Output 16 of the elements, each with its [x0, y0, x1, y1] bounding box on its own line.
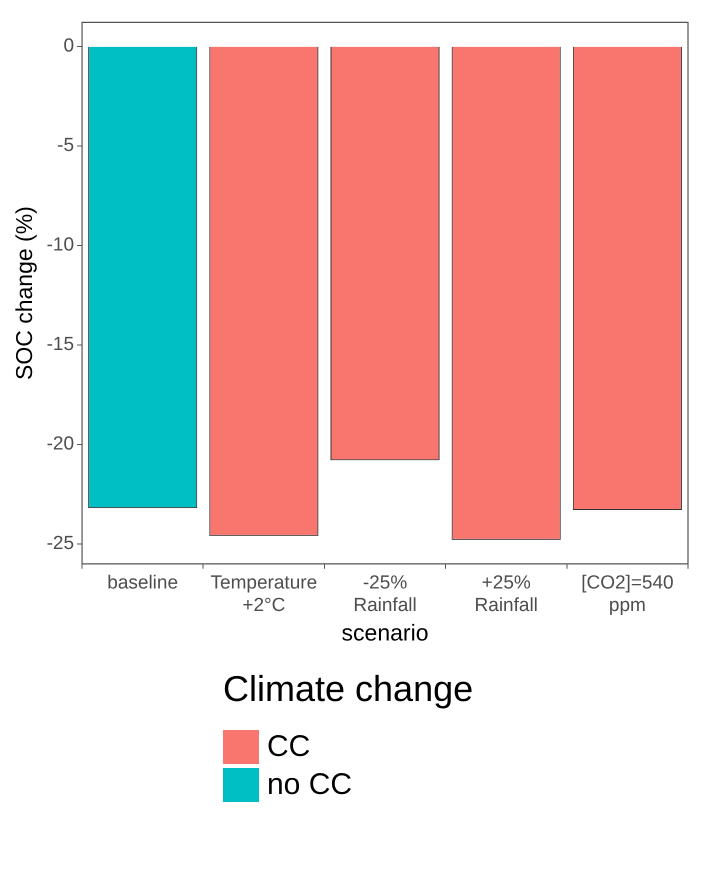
x-tick-label: -25% Rainfall: [353, 572, 417, 616]
y-tick-label: 0: [63, 36, 74, 57]
x-tick-label: [CO2]=540 ppm: [581, 572, 674, 616]
legend-title: Climate change: [223, 668, 474, 710]
x-tick-label: +25% Rainfall: [474, 572, 538, 616]
y-axis-title: SOC change (%): [11, 206, 38, 380]
y-tick-label: -20: [46, 434, 74, 455]
x-axis-title: scenario: [342, 620, 428, 646]
y-tick-label: -5: [57, 135, 74, 156]
x-tick-label: baseline: [107, 572, 178, 594]
y-tick-label: -25: [46, 533, 74, 554]
x-tick-label: Temperature +2°C: [210, 572, 318, 616]
legend-label: no CC: [267, 768, 352, 802]
y-tick-label: -10: [46, 234, 74, 256]
y-tick-label: -15: [46, 334, 74, 356]
legend-label: CC: [267, 730, 310, 764]
